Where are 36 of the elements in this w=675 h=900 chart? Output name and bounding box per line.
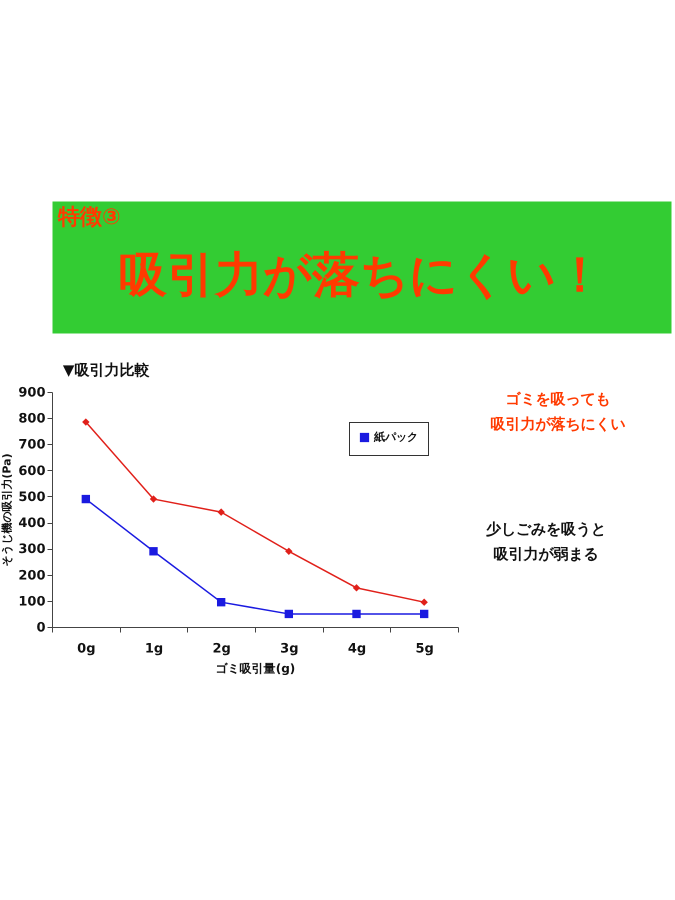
point [216,598,226,606]
x-tick-label: 1g [144,642,164,656]
point [284,610,294,618]
y-tick-label: 100 [18,594,46,610]
point [217,508,225,516]
point [352,610,361,618]
point [352,584,360,592]
point [285,548,293,555]
x-tick-label: 4g [348,642,366,656]
y-tick-label: 300 [18,542,46,558]
chart-subtitle: ▼吸引力比較 [62,361,150,379]
text: ゴミを吸っても吸引力が落ちにくい [490,390,626,433]
x-axis-title: ゴミ吸引量(g) [216,662,296,676]
chart-title: 吸引力が落ちにくい！ [119,247,604,303]
y-tick-label: 700 [18,438,46,453]
point [420,598,428,606]
text: 特徴③ [57,205,121,230]
x-tick-label: 2g [212,642,231,656]
y-tick-label: 500 [18,490,46,505]
y-tick-label: 900 [18,386,46,400]
x-tick-label: 0g [77,642,96,656]
text: 少しごみを吸うと吸引力が弱まる [486,520,606,563]
point [150,495,158,503]
point [82,494,90,504]
x-tick-label: 3g [280,642,299,656]
y-axis-title: そうじ機の吸引力(Pa) [0,453,14,567]
y-tick-label: 200 [18,568,46,584]
x-tick-label: 5g [415,642,434,656]
y-tick-label: 800 [18,412,46,427]
point [82,418,90,426]
y-tick-label: 600 [18,464,46,479]
point [420,610,428,618]
y-tick-label: 0 [36,620,46,636]
legend-label: 紙パック [373,430,418,444]
y-tick-label: 400 [18,516,46,532]
point [149,547,158,556]
